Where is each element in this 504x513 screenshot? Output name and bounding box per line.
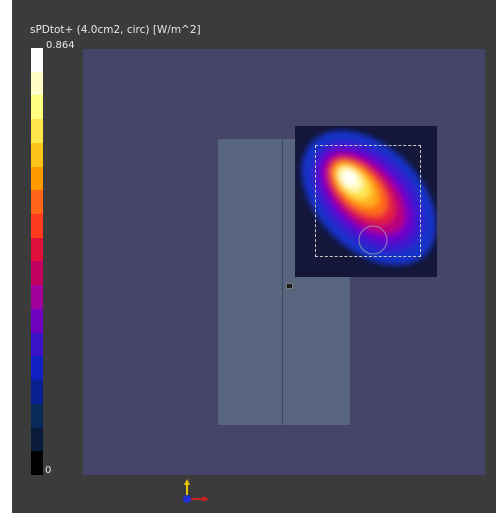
colorbar-segment (31, 285, 43, 309)
colorbar (31, 48, 43, 475)
colorbar-min-label: 0 (45, 465, 52, 476)
colorbar-title: sPDtot+ (4.0cm2, circ) [W/m^2] (30, 24, 201, 36)
colorbar-segment (31, 356, 43, 381)
colorbar-segment (31, 71, 43, 96)
colorbar-segment (31, 261, 43, 286)
colorbar-segment (31, 48, 43, 72)
feed-point-marker (286, 283, 293, 289)
device-edge-line (282, 139, 283, 425)
colorbar-max-label: 0.864 (46, 40, 75, 51)
colorbar-segment (31, 451, 43, 475)
xyz-axes-icon (183, 479, 209, 503)
colorbar-segment (31, 214, 43, 238)
averaging-area-box (315, 145, 421, 257)
colorbar-segment (31, 119, 43, 143)
colorbar-segment (31, 380, 43, 404)
render-canvas[interactable] (83, 49, 485, 503)
colorbar-segment (31, 142, 43, 167)
colorbar-segment (31, 95, 43, 120)
power-density-heatmap (301, 130, 437, 266)
colorbar-segment (31, 332, 43, 357)
colorbar-segment (31, 403, 43, 428)
colorbar-segment (31, 237, 43, 262)
colorbar-segment (31, 166, 43, 191)
colorbar-segment (31, 190, 43, 215)
colorbar-segment (31, 427, 43, 452)
colorbar-segment (31, 308, 43, 333)
